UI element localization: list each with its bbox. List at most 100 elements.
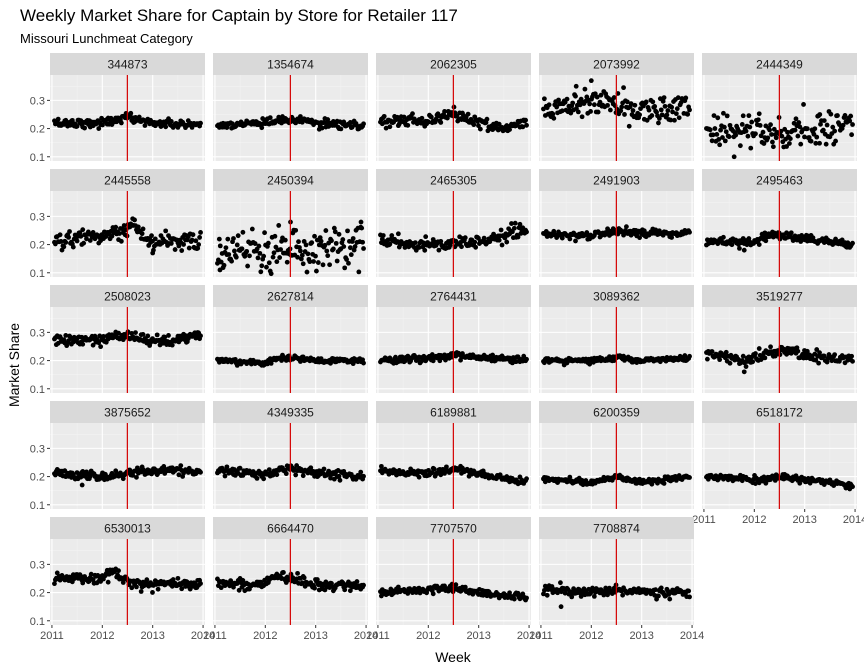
facet-label: 7707570 (430, 522, 477, 536)
data-point (711, 113, 717, 118)
data-point (336, 231, 342, 237)
data-point (383, 125, 389, 131)
data-point (438, 238, 444, 244)
data-point (817, 112, 823, 117)
data-point (359, 225, 365, 231)
data-point (821, 353, 827, 359)
data-point (568, 110, 574, 116)
data-point (155, 586, 161, 592)
data-point (55, 116, 61, 122)
data-point (378, 463, 384, 469)
y-tick-label: 0.2 (30, 472, 45, 484)
data-point (517, 221, 523, 227)
facet-label: 3089362 (593, 290, 640, 304)
data-point (444, 464, 449, 470)
data-point (358, 469, 364, 475)
data-point (611, 95, 617, 100)
data-point (329, 238, 334, 244)
data-point (430, 591, 436, 597)
data-point (496, 237, 502, 243)
chart-subtitle: Missouri Lunchmeat Category (20, 31, 193, 46)
data-point (387, 241, 393, 247)
data-point (507, 127, 512, 132)
data-point (298, 114, 303, 119)
data-point (233, 254, 239, 260)
data-point (176, 472, 182, 478)
data-point (358, 219, 364, 225)
data-point (266, 467, 272, 473)
data-point (313, 253, 318, 259)
data-point (116, 330, 121, 336)
data-point (337, 477, 343, 483)
x-axis-title: Week (435, 649, 472, 665)
data-point (311, 259, 316, 264)
data-point (556, 97, 561, 103)
data-point (588, 78, 594, 84)
data-point (721, 110, 726, 116)
data-point (523, 117, 529, 123)
data-point (98, 344, 104, 350)
data-point (729, 242, 735, 248)
data-point (437, 358, 443, 364)
data-point (721, 234, 726, 240)
data-point (66, 338, 71, 344)
x-tick-label: 2012 (742, 514, 766, 526)
data-point (665, 108, 671, 113)
data-point (567, 474, 573, 480)
data-point (272, 233, 278, 239)
data-point (63, 240, 69, 245)
data-point (564, 96, 570, 102)
facet-panel: 6664470 2011 2012 2013 2014 (203, 517, 378, 642)
data-point (621, 85, 626, 91)
data-point (835, 113, 840, 118)
data-point (749, 119, 755, 125)
data-point (472, 239, 478, 245)
data-point (765, 135, 771, 141)
data-point (673, 111, 679, 117)
data-point (607, 107, 613, 113)
x-tick-label: 2014 (191, 630, 215, 642)
data-point (847, 118, 853, 124)
data-point (828, 111, 834, 117)
data-point (176, 243, 182, 249)
data-point (117, 231, 122, 236)
facet-panel: 2495463 (702, 169, 857, 277)
data-point (81, 240, 87, 246)
data-point (739, 121, 745, 127)
x-tick-label: 2012 (416, 630, 440, 642)
data-point (444, 115, 450, 121)
data-point (389, 233, 395, 238)
data-point (727, 360, 733, 366)
chart-title: Weekly Market Share for Captain by Store… (20, 6, 458, 25)
x-tick-label: 2014 (354, 630, 378, 642)
x-tick-label: 2013 (140, 630, 164, 642)
data-point (723, 349, 729, 355)
data-point (179, 586, 185, 592)
data-point (682, 353, 688, 358)
data-point (340, 580, 346, 586)
facet-label: 4349335 (267, 406, 314, 420)
data-point (687, 107, 692, 113)
data-point (347, 588, 353, 594)
data-point (231, 236, 236, 241)
data-point (130, 472, 136, 478)
data-point (144, 577, 150, 583)
data-point (619, 104, 625, 110)
data-point (595, 109, 601, 115)
data-point (178, 463, 184, 468)
data-point (324, 248, 330, 254)
data-point (80, 227, 86, 233)
data-point (340, 237, 346, 242)
facet-panel: 3875652 0.1 0.2 0.3 (30, 401, 205, 512)
x-tick-label: 2014 (843, 514, 864, 526)
data-point (96, 126, 102, 131)
data-point (395, 239, 400, 244)
data-point (135, 224, 141, 230)
data-point (650, 99, 656, 105)
facet-panel: 2444349 (702, 53, 857, 161)
data-point (245, 263, 251, 269)
data-point (546, 102, 552, 108)
data-point (481, 235, 487, 241)
data-point (649, 481, 655, 487)
data-point (743, 364, 749, 369)
